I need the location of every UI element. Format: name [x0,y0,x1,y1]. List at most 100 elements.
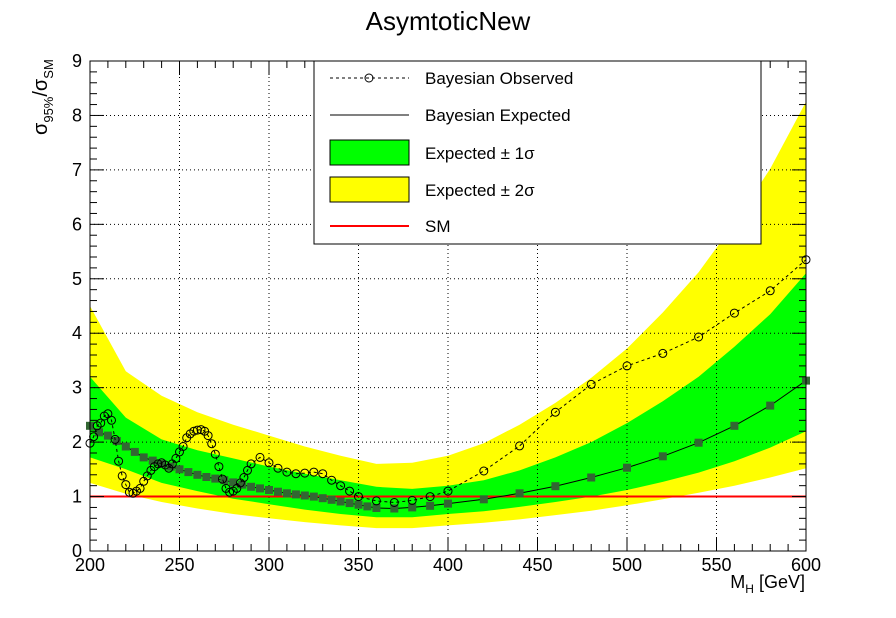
expected-point [247,482,256,491]
expected-point [103,431,112,440]
x-tick-label: 250 [164,555,194,575]
observed-point [178,442,188,451]
expected-point [121,442,130,451]
legend-observed-marker [364,73,374,83]
observed-point [114,456,124,466]
expected-point [175,465,184,474]
x-tick-label: 200 [75,555,105,575]
observed-point [117,471,127,481]
observed-point [318,469,328,479]
observed-point [729,308,739,318]
y-tick-label: 0 [72,541,82,561]
observed-point [336,481,346,491]
observed-point [246,459,256,469]
observed-point [586,379,596,389]
expected-point [309,492,318,501]
observed-point [107,415,116,425]
observed-point [443,486,453,496]
expected-point [354,500,363,509]
expected-point [112,437,121,445]
observed-point [354,492,363,502]
observed-point [550,407,560,417]
x-tick-label: 600 [791,555,821,575]
observed-point [407,495,417,505]
legend-1sigma-swatch [329,139,410,166]
expected-point [730,421,739,430]
expected-point [256,484,264,493]
expected-point [363,502,372,511]
observed-point [694,332,704,342]
observed-point [327,475,337,485]
x-tick-label: 450 [522,555,552,575]
observed-point [479,466,489,476]
observed-point [218,474,227,484]
x-tick-label: 400 [433,555,463,575]
observed-point [345,486,355,496]
observed-point [110,434,120,444]
expected-point [95,428,103,437]
legend-label-expected: Bayesian Expected [425,106,571,125]
observed-point [210,449,220,459]
observed-point [124,487,134,497]
y-axis-label: σ95%/σSM [30,59,56,135]
observed-point [309,467,319,477]
observed-point [282,467,292,477]
y-tick-label: 2 [72,432,82,452]
observed-point [207,439,217,449]
expected-point [211,474,220,483]
legend-2sigma-swatch [329,176,410,203]
expected-point [130,447,139,456]
x-tick-label: 550 [701,555,731,575]
observed-point [214,462,224,472]
expected-point [345,499,354,508]
band-1sigma [90,273,806,518]
observed-point [203,431,213,441]
expected-point [229,478,238,487]
expected-point [426,501,435,510]
expected-point [139,453,148,462]
ticks-layer: 200 250 300 350 400 450 500 550 600 0 1 2 3 4 5 6 7 8 9 [72,51,821,575]
y-tick-label: 4 [72,323,82,343]
legend-label-observed: Bayesian Observed [425,69,573,88]
expected-point [551,482,560,491]
chart-title: AsymtoticNew [366,6,531,36]
expected-point [479,495,488,504]
expected-point [694,438,703,447]
legend-label-2sigma: Expected ± 2σ [425,181,535,200]
observed-layer [85,255,811,507]
expected-point [220,476,229,485]
observed-point [264,458,274,468]
expected-point [265,486,273,494]
expected-point [372,504,381,512]
expected-point [291,490,300,499]
expected-point [327,495,336,504]
observed-point [96,418,106,428]
expected-point [184,468,193,477]
y-tick-label: 6 [72,214,82,234]
x-tick-label: 300 [254,555,284,575]
expected-point [336,497,345,506]
expected-point [766,401,775,410]
expected-point [148,456,157,465]
expected-point [318,494,327,503]
observed-point [255,452,265,462]
x-tick-label: 350 [343,555,373,575]
observed-point [658,348,668,358]
expected-point [623,463,631,472]
y-tick-label: 5 [72,269,82,289]
observed-point [389,498,399,507]
y-tick-label: 8 [72,105,82,125]
expected-point [274,487,282,496]
expected-point [193,470,202,479]
expected-point [444,499,452,508]
observed-point [371,496,381,506]
y-tick-label: 7 [72,160,82,180]
observed-point [765,286,775,296]
expected-point [202,473,211,481]
y-tick-label: 9 [72,51,82,71]
observed-point [425,492,435,502]
observed-point [225,487,235,497]
y-tick-label: 3 [72,378,82,398]
observed-point [273,463,283,473]
